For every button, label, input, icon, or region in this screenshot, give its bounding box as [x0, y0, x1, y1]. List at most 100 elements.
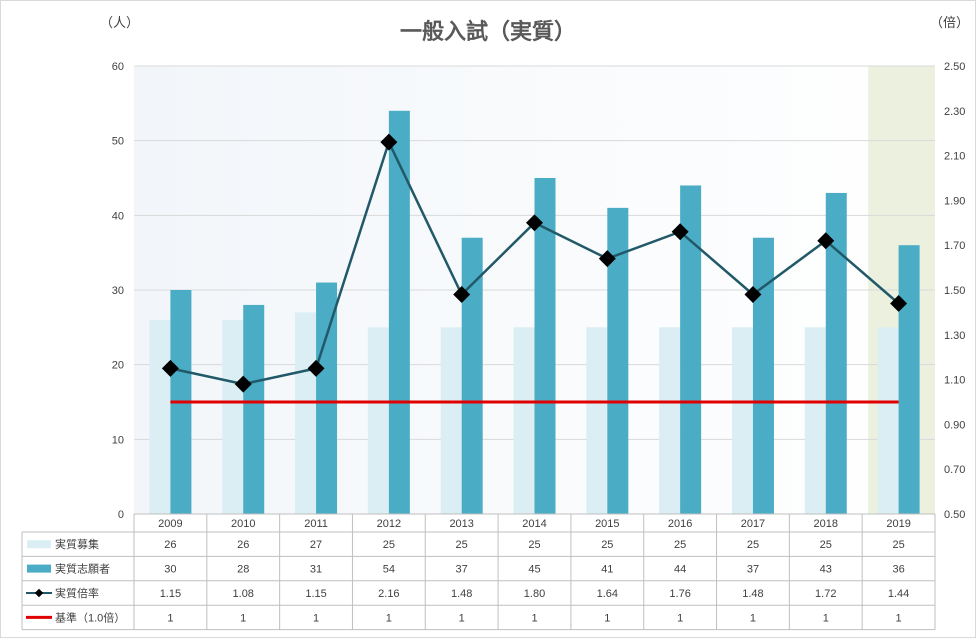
bar-recruit [659, 327, 681, 514]
table-cell: 37 [456, 564, 468, 576]
x-tick-label: 2009 [158, 518, 182, 530]
table-cell: 26 [164, 539, 176, 551]
table-cell: 1 [896, 612, 902, 624]
y-right-tick-label: 2.50 [944, 61, 965, 73]
y-left-tick-label: 30 [112, 285, 124, 297]
y-right-tick-label: 1.10 [944, 375, 965, 387]
left-axis-unit: （人） [100, 16, 140, 31]
y-right-tick-label: 0.90 [944, 419, 965, 431]
legend-label: 実質志願者 [55, 562, 110, 576]
legend-key [27, 540, 51, 549]
legend-key-marker [34, 588, 44, 598]
y-right-tick-label: 1.90 [944, 195, 965, 207]
table-cell: 2.16 [378, 588, 399, 600]
x-tick-label: 2012 [377, 518, 401, 530]
table-cell: 36 [892, 564, 904, 576]
table-cell: 25 [456, 539, 468, 551]
table-cell: 44 [674, 564, 686, 576]
y-left-tick-label: 10 [112, 434, 124, 446]
bar-recruit [367, 327, 389, 514]
bar-recruit [149, 319, 171, 514]
legend-label: 実質倍率 [55, 586, 99, 600]
bar-applicants [388, 110, 410, 515]
x-tick-label: 2010 [231, 518, 255, 530]
y-right-tick-label: 0.50 [944, 509, 965, 521]
bar-applicants [898, 245, 920, 514]
table-cell: 1.48 [742, 588, 763, 600]
bar-recruit [877, 327, 899, 514]
ratio-marker [817, 232, 835, 250]
table-cell: 45 [528, 564, 540, 576]
ratio-marker [161, 359, 179, 377]
y-right-tick-label: 1.50 [944, 285, 965, 297]
bar-recruit [440, 327, 462, 514]
table-cell: 1.15 [160, 588, 181, 600]
ratio-marker [890, 294, 908, 312]
table-cell: 30 [164, 564, 176, 576]
table-cell: 25 [747, 539, 759, 551]
x-tick-label: 2016 [668, 518, 692, 530]
table-cell: 31 [310, 564, 322, 576]
legend-key [27, 564, 51, 573]
y-right-tick-label: 1.30 [944, 330, 965, 342]
legend-label: 基準（1.0倍） [55, 610, 125, 624]
table-cell: 25 [820, 539, 832, 551]
table-cell: 1.72 [815, 588, 836, 600]
bar-applicants [752, 237, 774, 514]
bar-recruit [731, 327, 753, 514]
bar-applicants [825, 192, 847, 514]
x-tick-label: 2017 [741, 518, 765, 530]
ratio-marker [234, 375, 252, 393]
table-cell: 1.76 [669, 588, 690, 600]
y-right-tick-label: 2.30 [944, 106, 965, 118]
table-cell: 54 [383, 564, 395, 576]
table-cell: 1.44 [888, 588, 909, 600]
bar-applicants [607, 207, 629, 514]
table-cell: 25 [892, 539, 904, 551]
bar-recruit [804, 327, 826, 514]
table-cell: 43 [820, 564, 832, 576]
table-cell: 1 [531, 612, 537, 624]
x-tick-label: 2019 [886, 518, 910, 530]
table-cell: 1 [459, 612, 465, 624]
table-cell: 1.08 [233, 588, 254, 600]
table-cell: 27 [310, 539, 322, 551]
right-axis-unit: （倍） [930, 16, 970, 31]
bar-applicants [680, 185, 702, 514]
table-cell: 1.64 [597, 588, 618, 600]
y-left-tick-label: 50 [112, 136, 124, 148]
bar-recruit [513, 327, 535, 514]
table-cell: 25 [674, 539, 686, 551]
y-right-tick-label: 2.10 [944, 151, 965, 163]
y-left-tick-label: 20 [112, 360, 124, 372]
table-cell: 1 [386, 612, 392, 624]
bar-applicants [461, 237, 483, 514]
legend-label: 実質募集 [55, 537, 99, 551]
ratio-marker [380, 133, 398, 151]
table-cell: 1 [167, 612, 173, 624]
table-cell: 41 [601, 564, 613, 576]
y-left-tick-label: 60 [112, 61, 124, 73]
table-cell: 1 [677, 612, 683, 624]
table-cell: 28 [237, 564, 249, 576]
table-cell: 1 [313, 612, 319, 624]
y-left-tick-label: 40 [112, 210, 124, 222]
ratio-marker [307, 359, 325, 377]
ratio-marker [671, 223, 689, 241]
bar-applicants [243, 304, 265, 514]
table-cell: 1 [750, 612, 756, 624]
table-cell: 26 [237, 539, 249, 551]
table-cell: 1.80 [524, 588, 545, 600]
x-tick-label: 2013 [449, 518, 473, 530]
bar-recruit [295, 312, 317, 514]
table-cell: 25 [601, 539, 613, 551]
ratio-marker [526, 214, 543, 232]
x-tick-label: 2018 [814, 518, 838, 530]
bar-recruit [586, 327, 608, 514]
x-tick-label: 2011 [304, 518, 328, 530]
table-cell: 1.15 [305, 588, 326, 600]
bar-recruit [222, 319, 244, 514]
table-cell: 1 [823, 612, 829, 624]
table-cell: 1 [240, 612, 246, 624]
